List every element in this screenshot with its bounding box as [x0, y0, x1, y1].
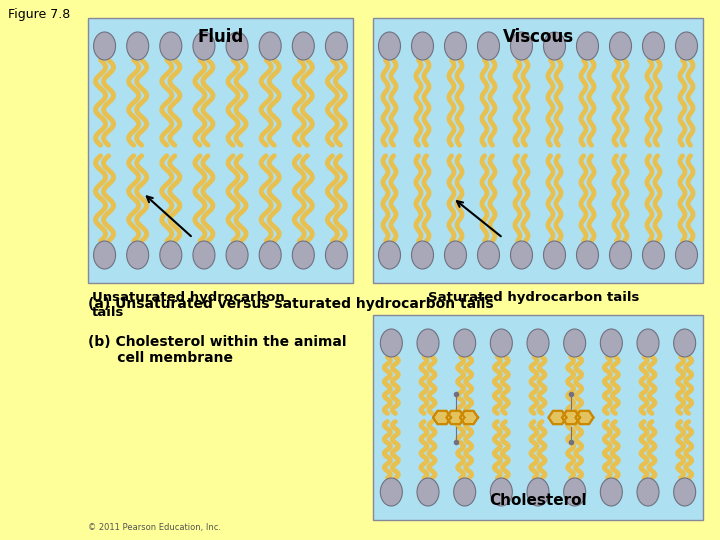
Ellipse shape [380, 329, 402, 357]
Ellipse shape [259, 241, 282, 269]
Polygon shape [549, 411, 567, 424]
Ellipse shape [600, 329, 622, 357]
Text: © 2011 Pearson Education, Inc.: © 2011 Pearson Education, Inc. [88, 523, 221, 532]
Ellipse shape [544, 32, 565, 60]
Ellipse shape [127, 241, 149, 269]
Ellipse shape [417, 478, 439, 506]
Ellipse shape [444, 241, 467, 269]
Ellipse shape [490, 329, 513, 357]
Ellipse shape [94, 241, 116, 269]
Ellipse shape [577, 241, 598, 269]
Ellipse shape [675, 32, 698, 60]
Text: Fluid: Fluid [197, 28, 243, 46]
Ellipse shape [379, 241, 400, 269]
Ellipse shape [94, 32, 116, 60]
Ellipse shape [637, 329, 659, 357]
Ellipse shape [577, 32, 598, 60]
Text: Viscous: Viscous [503, 28, 574, 46]
Ellipse shape [674, 478, 696, 506]
Ellipse shape [477, 241, 500, 269]
Ellipse shape [226, 32, 248, 60]
Ellipse shape [544, 241, 565, 269]
Ellipse shape [510, 32, 533, 60]
Ellipse shape [193, 32, 215, 60]
Ellipse shape [527, 478, 549, 506]
Ellipse shape [226, 241, 248, 269]
Ellipse shape [444, 32, 467, 60]
Ellipse shape [675, 241, 698, 269]
Ellipse shape [325, 32, 348, 60]
Ellipse shape [325, 241, 348, 269]
Ellipse shape [642, 241, 665, 269]
Ellipse shape [600, 478, 622, 506]
Polygon shape [460, 411, 478, 424]
Text: (b) Cholesterol within the animal
      cell membrane: (b) Cholesterol within the animal cell m… [88, 335, 346, 365]
Ellipse shape [259, 32, 282, 60]
Ellipse shape [379, 32, 400, 60]
Ellipse shape [610, 241, 631, 269]
Ellipse shape [412, 241, 433, 269]
Text: Figure 7.8: Figure 7.8 [8, 8, 71, 21]
Ellipse shape [477, 32, 500, 60]
Ellipse shape [380, 478, 402, 506]
Polygon shape [562, 411, 580, 424]
Text: (a) Unsaturated versus saturated hydrocarbon tails: (a) Unsaturated versus saturated hydroca… [88, 297, 494, 311]
Bar [373, 18, 703, 283]
Ellipse shape [490, 478, 513, 506]
Ellipse shape [564, 478, 585, 506]
Ellipse shape [193, 241, 215, 269]
Ellipse shape [160, 241, 182, 269]
Bar [373, 315, 703, 520]
Text: Cholesterol: Cholesterol [489, 493, 587, 508]
Ellipse shape [412, 32, 433, 60]
Ellipse shape [527, 329, 549, 357]
Polygon shape [446, 411, 464, 424]
Ellipse shape [160, 32, 182, 60]
Polygon shape [575, 411, 593, 424]
Ellipse shape [454, 329, 476, 357]
Ellipse shape [417, 329, 439, 357]
Ellipse shape [292, 241, 315, 269]
Ellipse shape [610, 32, 631, 60]
Ellipse shape [637, 478, 659, 506]
Text: Unsaturated hydrocarbon
tails: Unsaturated hydrocarbon tails [92, 291, 284, 319]
Ellipse shape [674, 329, 696, 357]
Text: Saturated hydrocarbon tails: Saturated hydrocarbon tails [428, 291, 639, 304]
Ellipse shape [454, 478, 476, 506]
Ellipse shape [292, 32, 315, 60]
Polygon shape [433, 411, 451, 424]
Bar [88, 18, 353, 283]
Ellipse shape [642, 32, 665, 60]
Ellipse shape [510, 241, 533, 269]
Ellipse shape [127, 32, 149, 60]
Ellipse shape [564, 329, 585, 357]
